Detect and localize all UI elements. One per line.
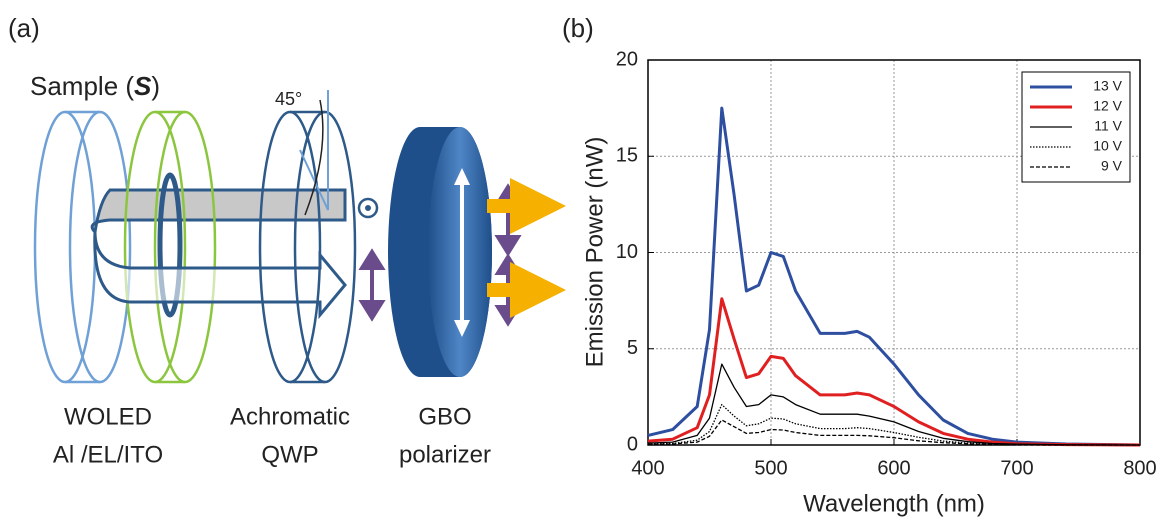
sample-label: Sample (S)	[30, 71, 160, 101]
output-arrow	[487, 178, 566, 318]
legend-label: 10 V	[1093, 138, 1122, 154]
plot-frame	[647, 59, 1141, 446]
el-disc	[123, 110, 217, 384]
circular-polarization	[157, 172, 183, 318]
x-axis-title: Wavelength (nm)	[803, 490, 985, 517]
y-tick-label: 15	[616, 145, 638, 167]
y-tick-label: 5	[627, 337, 638, 359]
angle-label: 45°	[275, 89, 302, 109]
sample-suffix: )	[151, 71, 160, 101]
chart: (b) Wavelength (nm) Emission Power (nW) …	[562, 13, 1157, 517]
legend-label: 12 V	[1093, 98, 1122, 114]
component-label: QWP	[261, 441, 318, 468]
x-tick-label: 600	[877, 457, 910, 479]
y-tick-label: 10	[616, 241, 638, 263]
woled-disc	[33, 110, 132, 384]
data-line	[647, 106, 1141, 447]
component-label: Al /EL/ITO	[53, 441, 163, 468]
sample-prefix: Sample (	[30, 71, 134, 101]
component-label: WOLED	[64, 403, 152, 430]
qwp-disc	[258, 110, 357, 384]
angle-arc	[304, 99, 324, 216]
legend-label: 11 V	[1094, 118, 1122, 134]
diagram: (a) Sample (S) 45°	[8, 13, 566, 468]
out-of-plane-dot	[365, 205, 371, 211]
panel-label: (b)	[562, 13, 594, 43]
beam-band	[90, 188, 347, 236]
sample-symbol: S	[134, 71, 152, 101]
component-label: Achromatic	[230, 403, 350, 430]
legend-label: 13 V	[1093, 78, 1122, 94]
data-line	[647, 297, 1141, 447]
x-tick-label: 700	[1000, 457, 1033, 479]
data-line	[647, 419, 1140, 446]
x-tick-label: 400	[631, 457, 664, 479]
panel-label: (a)	[8, 13, 40, 43]
gbo-polarizer	[388, 127, 492, 377]
y-tick-label: 0	[627, 433, 638, 455]
x-tick-label: 800	[1123, 457, 1156, 479]
component-label: polarizer	[399, 441, 491, 468]
x-tick-label: 500	[754, 457, 787, 479]
y-tick-label: 20	[616, 48, 638, 70]
legend-label: 9 V	[1101, 158, 1123, 174]
data-line	[647, 363, 1141, 446]
y-axis-title: Emission Power (nW)	[581, 137, 608, 368]
axis-line	[299, 149, 329, 211]
component-label: GBO	[418, 403, 471, 430]
beam-arrow	[93, 231, 347, 320]
